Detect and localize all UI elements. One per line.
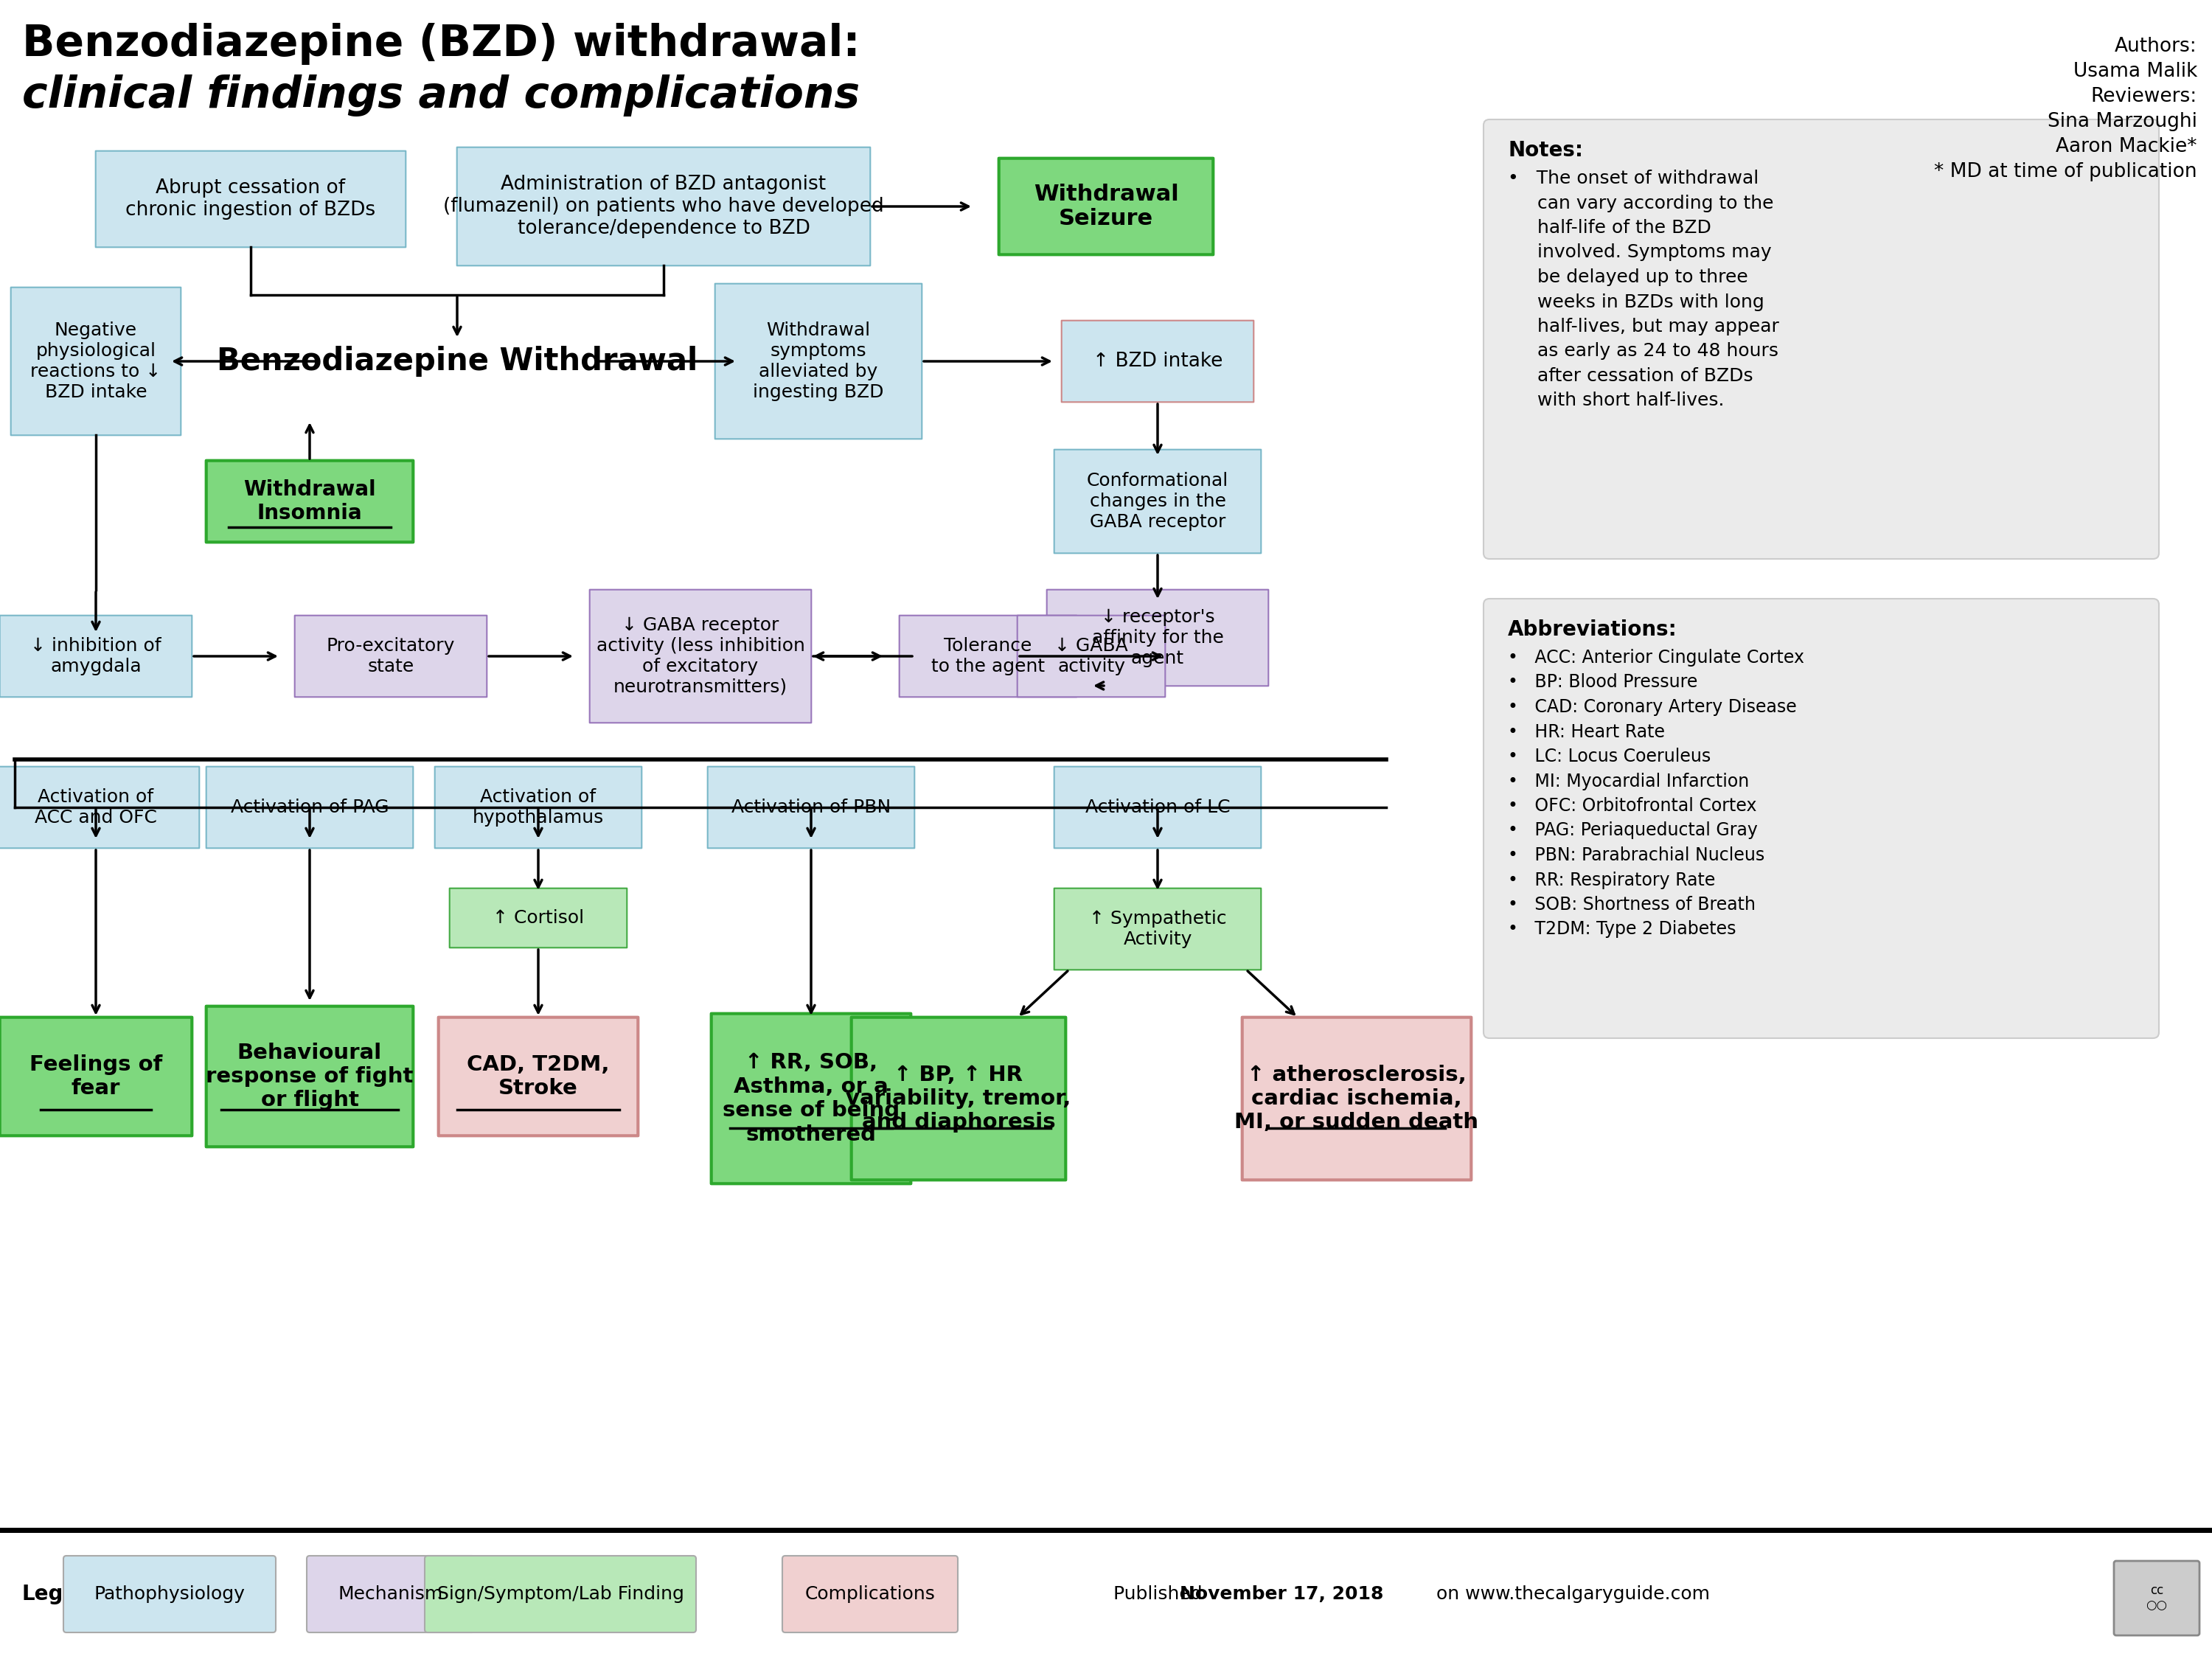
FancyBboxPatch shape xyxy=(900,615,1077,697)
Text: cc
○○: cc ○○ xyxy=(2146,1583,2168,1613)
FancyBboxPatch shape xyxy=(64,1556,276,1632)
FancyBboxPatch shape xyxy=(1000,158,1212,254)
Text: Withdrawal
symptoms
alleviated by
ingesting BZD: Withdrawal symptoms alleviated by ingest… xyxy=(752,322,885,401)
Text: Activation of
hypothalamus: Activation of hypothalamus xyxy=(473,788,604,826)
FancyBboxPatch shape xyxy=(438,1017,637,1136)
Text: Legend:: Legend: xyxy=(22,1584,115,1604)
Text: Negative
physiological
reactions to ↓
BZD intake: Negative physiological reactions to ↓ BZ… xyxy=(31,322,161,401)
Text: on www.thecalgaryguide.com: on www.thecalgaryguide.com xyxy=(1431,1586,1710,1603)
Text: Tolerance
to the agent: Tolerance to the agent xyxy=(931,637,1044,675)
Text: Sign/Symptom/Lab Finding: Sign/Symptom/Lab Finding xyxy=(438,1586,684,1603)
Text: ↓ receptor's
affinity for the
agent: ↓ receptor's affinity for the agent xyxy=(1093,609,1223,667)
FancyBboxPatch shape xyxy=(1062,320,1254,401)
Text: ↑ Cortisol: ↑ Cortisol xyxy=(493,909,584,927)
FancyBboxPatch shape xyxy=(783,1556,958,1632)
Text: ↑ BP, ↑ HR
variability, tremor,
and diaphoresis: ↑ BP, ↑ HR variability, tremor, and diap… xyxy=(845,1065,1071,1133)
FancyBboxPatch shape xyxy=(1484,599,2159,1039)
FancyBboxPatch shape xyxy=(449,888,626,947)
Text: Activation of PBN: Activation of PBN xyxy=(732,798,891,816)
FancyBboxPatch shape xyxy=(852,1017,1066,1180)
Text: ↑ BZD intake: ↑ BZD intake xyxy=(1093,352,1223,372)
Text: Pathophysiology: Pathophysiology xyxy=(95,1586,246,1603)
FancyBboxPatch shape xyxy=(1055,766,1261,848)
FancyBboxPatch shape xyxy=(307,1556,476,1632)
Text: Published: Published xyxy=(1113,1586,1208,1603)
FancyBboxPatch shape xyxy=(425,1556,697,1632)
Text: Mechanism: Mechanism xyxy=(338,1586,442,1603)
FancyBboxPatch shape xyxy=(1484,119,2159,559)
FancyBboxPatch shape xyxy=(714,284,922,440)
Text: Conformational
changes in the
GABA receptor: Conformational changes in the GABA recep… xyxy=(1086,473,1228,531)
FancyBboxPatch shape xyxy=(95,151,405,247)
Text: Abbreviations:: Abbreviations: xyxy=(1509,619,1677,640)
Text: Pro-excitatory
state: Pro-excitatory state xyxy=(327,637,456,675)
Text: Abrupt cessation of
chronic ingestion of BZDs: Abrupt cessation of chronic ingestion of… xyxy=(126,179,376,219)
FancyBboxPatch shape xyxy=(11,287,181,435)
Text: ↓ GABA
activity: ↓ GABA activity xyxy=(1055,637,1128,675)
FancyBboxPatch shape xyxy=(206,766,414,848)
FancyBboxPatch shape xyxy=(1243,1017,1471,1180)
Text: Authors:
Usama Malik
Reviewers:
Sina Marzoughi
Aaron Mackie*
* MD at time of pub: Authors: Usama Malik Reviewers: Sina Mar… xyxy=(1933,36,2197,181)
FancyBboxPatch shape xyxy=(294,615,487,697)
Text: Administration of BZD antagonist
(flumazenil) on patients who have developed
tol: Administration of BZD antagonist (flumaz… xyxy=(442,174,885,239)
Text: Behavioural
response of fight
or flight: Behavioural response of fight or flight xyxy=(206,1042,414,1112)
Text: ↑ Sympathetic
Activity: ↑ Sympathetic Activity xyxy=(1088,909,1225,949)
FancyBboxPatch shape xyxy=(0,1017,192,1136)
FancyBboxPatch shape xyxy=(0,615,192,697)
Text: Notes:: Notes: xyxy=(1509,139,1584,161)
Text: ↓ inhibition of
amygdala: ↓ inhibition of amygdala xyxy=(31,637,161,675)
Text: Activation of
ACC and OFC: Activation of ACC and OFC xyxy=(35,788,157,826)
Text: Withdrawal
Insomnia: Withdrawal Insomnia xyxy=(243,479,376,524)
FancyBboxPatch shape xyxy=(1055,450,1261,552)
Text: •   ACC: Anterior Cingulate Cortex
•   BP: Blood Pressure
•   CAD: Coronary Arte: • ACC: Anterior Cingulate Cortex • BP: B… xyxy=(1509,649,1805,939)
Text: Benzodiazepine (BZD) withdrawal:: Benzodiazepine (BZD) withdrawal: xyxy=(22,23,876,65)
Text: CAD, T2DM,
Stroke: CAD, T2DM, Stroke xyxy=(467,1053,611,1098)
FancyBboxPatch shape xyxy=(1018,615,1166,697)
Text: ↓ GABA receptor
activity (less inhibition
of excitatory
neurotransmitters): ↓ GABA receptor activity (less inhibitio… xyxy=(597,617,805,695)
Text: Benzodiazepine Withdrawal: Benzodiazepine Withdrawal xyxy=(217,345,697,377)
FancyBboxPatch shape xyxy=(0,766,199,848)
Text: Complications: Complications xyxy=(805,1586,936,1603)
FancyBboxPatch shape xyxy=(206,461,414,542)
Text: Withdrawal
Seizure: Withdrawal Seizure xyxy=(1033,184,1179,229)
FancyBboxPatch shape xyxy=(708,766,914,848)
Text: Activation of PAG: Activation of PAG xyxy=(230,798,389,816)
FancyBboxPatch shape xyxy=(712,1014,911,1183)
FancyBboxPatch shape xyxy=(1046,589,1267,685)
FancyBboxPatch shape xyxy=(206,1007,414,1146)
Text: ↑ RR, SOB,
Asthma, or a
sense of being
smothered: ↑ RR, SOB, Asthma, or a sense of being s… xyxy=(723,1052,900,1145)
FancyBboxPatch shape xyxy=(436,766,641,848)
FancyBboxPatch shape xyxy=(2115,1561,2199,1636)
Text: clinical findings and complications: clinical findings and complications xyxy=(22,75,860,116)
Text: •   The onset of withdrawal
     can vary according to the
     half-life of the: • The onset of withdrawal can vary accor… xyxy=(1509,169,1778,410)
Text: ↑ atherosclerosis,
cardiac ischemia,
MI, or sudden death: ↑ atherosclerosis, cardiac ischemia, MI,… xyxy=(1234,1065,1478,1133)
Text: Feelings of
fear: Feelings of fear xyxy=(29,1053,161,1098)
FancyBboxPatch shape xyxy=(458,148,869,265)
FancyBboxPatch shape xyxy=(591,589,812,723)
FancyBboxPatch shape xyxy=(1055,888,1261,971)
Text: November 17, 2018: November 17, 2018 xyxy=(1179,1586,1382,1603)
Text: Activation of LC: Activation of LC xyxy=(1086,798,1230,816)
